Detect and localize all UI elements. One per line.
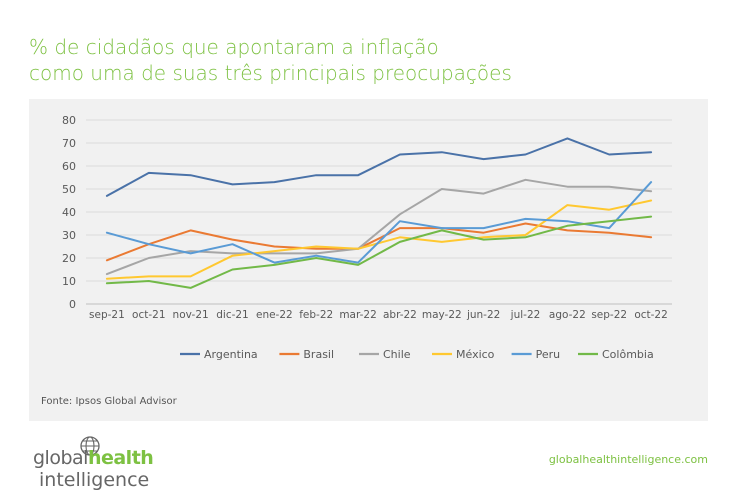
y-tick-label: 70 xyxy=(62,137,76,150)
source-note: Fonte: Ipsos Global Advisor xyxy=(41,396,177,407)
x-tick-label: nov-21 xyxy=(173,309,209,321)
y-tick-label: 40 xyxy=(62,206,76,219)
y-tick-label: 10 xyxy=(62,275,76,288)
x-tick-label: sep-22 xyxy=(591,309,627,321)
y-tick-label: 80 xyxy=(62,114,76,127)
legend-label: México xyxy=(456,348,495,361)
title-line-2: como uma de suas três principais preocup… xyxy=(29,61,512,85)
y-tick-label: 20 xyxy=(62,252,76,265)
x-tick-label: may-22 xyxy=(422,309,462,321)
logo-intelligence: intelligence xyxy=(39,469,150,491)
x-tick-label: jun-22 xyxy=(466,309,500,321)
logo-global: global xyxy=(33,447,88,469)
x-tick-label: dic-21 xyxy=(216,309,249,321)
x-tick-label: oct-22 xyxy=(634,309,667,321)
chart-title: % de cidadãos que apontaram a inflação c… xyxy=(29,34,512,86)
logo-health: health xyxy=(87,447,154,469)
x-tick-label: oct-21 xyxy=(132,309,165,321)
x-tick-label: abr-22 xyxy=(383,309,417,321)
legend-label: Peru xyxy=(536,348,561,361)
legend-label: Colômbia xyxy=(602,348,654,361)
website-link[interactable]: globalhealthintelligence.com xyxy=(548,453,708,466)
x-tick-label: feb-22 xyxy=(299,309,333,321)
title-line-1: % de cidadãos que apontaram a inflação xyxy=(29,35,439,59)
brand-logo: globalhealth intelligence xyxy=(33,435,173,491)
x-tick-label: jul-22 xyxy=(510,309,541,321)
y-tick-label: 50 xyxy=(62,183,76,196)
series-line-peru xyxy=(105,181,653,264)
x-tick-label: ago-22 xyxy=(549,309,586,321)
series-line-colômbia xyxy=(105,215,653,289)
series-line-argentina xyxy=(105,137,653,197)
y-tick-label: 60 xyxy=(62,160,76,173)
x-tick-label: mar-22 xyxy=(339,309,376,321)
globe-icon xyxy=(80,436,100,456)
series-line-chile xyxy=(105,178,653,276)
y-tick-label: 30 xyxy=(62,229,76,242)
series-line-brasil xyxy=(105,222,653,262)
x-tick-label: ene-22 xyxy=(256,309,293,321)
legend-label: Argentina xyxy=(204,348,258,361)
legend-label: Brasil xyxy=(303,348,334,361)
legend-label: Chile xyxy=(383,348,411,361)
y-tick-label: 0 xyxy=(69,298,76,311)
x-tick-label: sep-21 xyxy=(89,309,125,321)
